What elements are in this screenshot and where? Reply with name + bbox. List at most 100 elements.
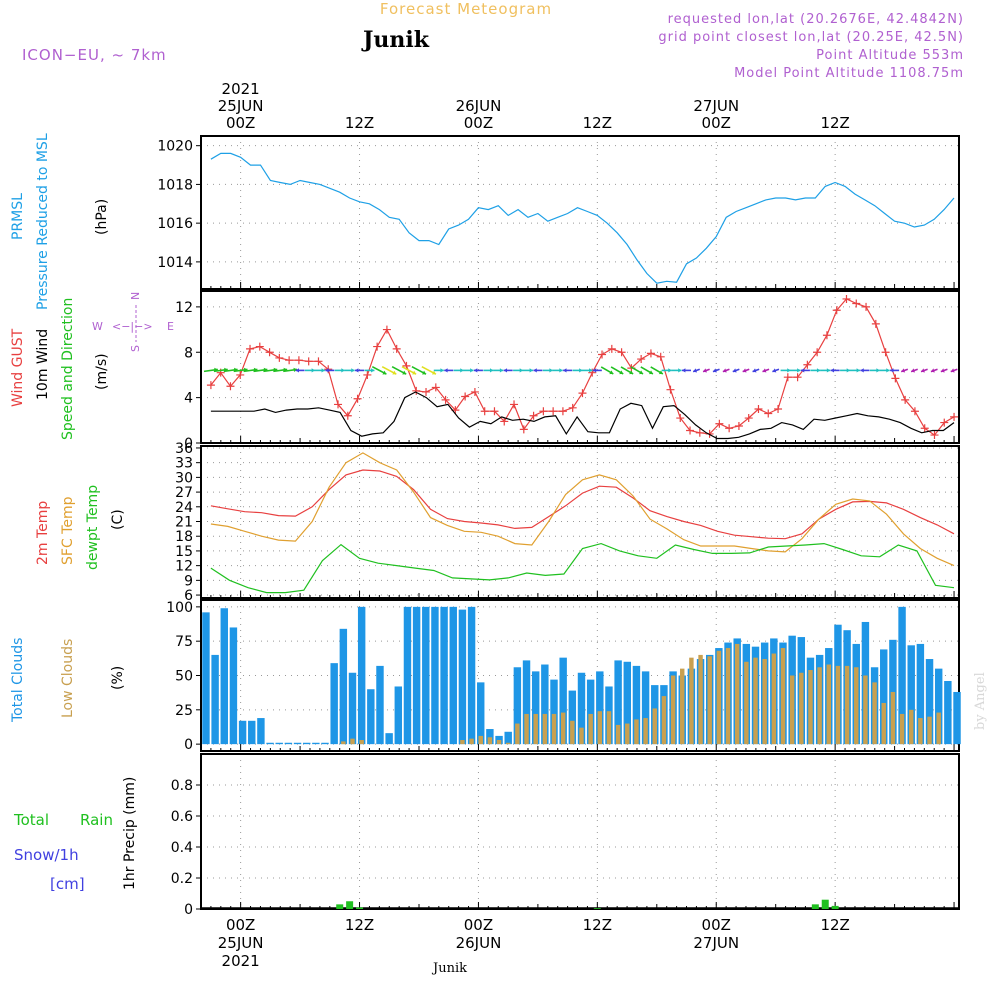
wind-direction-arrow: [522, 368, 533, 373]
wind-direction-arrow: [800, 368, 810, 373]
wind-arrow-head: [816, 368, 821, 373]
pressure-ytick-label: 1018: [157, 177, 193, 193]
low-clouds-bar: [780, 648, 786, 745]
gust-marker: [510, 400, 519, 409]
bottom-time-label: 12Z: [820, 916, 849, 934]
low-clouds-bar: [707, 656, 712, 745]
gust-marker: [519, 425, 528, 434]
wind-frame: [200, 290, 960, 444]
gust-marker: [304, 357, 313, 366]
bottom-time-label: 00Z: [702, 916, 731, 934]
model-label: ICON−EU, ~ 7km: [22, 46, 167, 64]
wind-direction-arrow: [910, 368, 918, 373]
total-clouds-bar: [522, 660, 531, 745]
top-time-label: 27JUN: [693, 97, 739, 115]
low-clouds-bar: [496, 740, 502, 745]
wind-arrow-head: [579, 368, 583, 373]
gust-marker: [607, 344, 616, 353]
wind-arrow-head: [431, 370, 436, 375]
gust-marker: [725, 424, 734, 433]
temp-ytick-label: 30: [175, 470, 193, 486]
top-time-label: 12Z: [345, 114, 374, 132]
c-unit: (C): [110, 509, 126, 530]
total-clouds-bar: [934, 668, 943, 745]
wind-arrow-head: [341, 368, 345, 373]
gust-line: [210, 298, 955, 436]
wind-arrow-head: [499, 368, 504, 373]
requested-coords: requested lon,lat (20.2676E, 42.4842N): [668, 12, 964, 27]
gust-marker: [637, 355, 646, 364]
temp-ytick-label: 6: [184, 588, 193, 604]
wind-direction-arrow: [840, 368, 851, 373]
total-clouds-bar: [550, 679, 558, 745]
low-clouds-bar: [863, 675, 868, 745]
clouds-frame: [200, 599, 960, 752]
wind-direction-arrow: [790, 368, 801, 373]
wind-direction-arrow: [513, 368, 524, 373]
gust-marker: [695, 428, 704, 437]
gust-marker: [285, 356, 294, 365]
total-clouds-bar: [531, 671, 540, 745]
wind-direction-arrow: [950, 368, 958, 373]
total-clouds-bar: [357, 606, 366, 745]
bottom-time-label: 2021: [222, 952, 260, 970]
cm-unit: [cm]: [50, 875, 85, 893]
gust-marker: [744, 414, 753, 423]
footer-location: Junik: [431, 961, 467, 976]
temp-legend: 2m Temp SFC Temp dewpt Temp (C): [35, 485, 126, 570]
wind-arrow-head: [589, 368, 593, 373]
top-time-label: 26JUN: [456, 97, 502, 115]
wind-direction-arrow: [860, 368, 870, 373]
low-clouds-bar: [625, 723, 630, 745]
t2m-line: [210, 469, 955, 540]
temp-ytick-label: 27: [175, 485, 193, 501]
wind-direction-arrow: [752, 368, 760, 373]
gust-marker: [461, 392, 470, 401]
wind-direction-arrow: [444, 368, 454, 373]
snow-label: Snow/1h: [14, 846, 79, 864]
low-clouds-bar: [606, 711, 612, 745]
total-clouds-bar: [568, 690, 577, 745]
compass-e: E: [167, 320, 174, 333]
low-clouds-bar: [652, 708, 657, 745]
low-clouds-bar: [359, 740, 364, 745]
wind-arrow-head: [678, 368, 682, 373]
bottom-time-label: 00Z: [226, 916, 255, 934]
gust-marker: [852, 299, 861, 308]
total-clouds-bar: [925, 659, 934, 745]
wind-arrow-head: [860, 368, 864, 373]
top-time-label: 2021: [222, 80, 260, 98]
total-clouds-bar: [880, 649, 888, 745]
wind-direction-arrow: [355, 368, 365, 373]
wind-direction-arrow: [314, 368, 325, 373]
gust-marker: [862, 302, 871, 311]
wind-direction-arrow: [592, 368, 602, 373]
low-clouds-bar: [835, 665, 841, 745]
wind-direction-arrow: [401, 365, 417, 375]
wind-direction-arrow: [421, 365, 437, 375]
wind-direction-arrow: [325, 368, 335, 373]
low-clouds-bar: [505, 742, 511, 745]
top-time-label: 00Z: [464, 114, 493, 132]
total-clouds-bar: [394, 686, 403, 745]
gust-marker: [617, 348, 626, 357]
total-clouds-bar: [944, 680, 952, 745]
bottom-time-label: 12Z: [583, 916, 612, 934]
wind-direction-arrow: [563, 368, 573, 373]
low-clouds-bar: [341, 741, 346, 745]
wind-arrow-head: [392, 370, 397, 375]
wind-arrow-head: [648, 370, 653, 375]
gust-marker: [246, 344, 255, 353]
wind-arrow-head: [371, 368, 375, 373]
gust-marker: [813, 348, 822, 357]
total-clouds-bar: [477, 682, 485, 745]
gust-marker: [871, 319, 880, 328]
wind-direction-arrow: [900, 368, 909, 373]
low-clouds-bar: [817, 667, 822, 745]
low-clouds-bar: [854, 667, 859, 745]
temp-ytick-label: 21: [175, 515, 193, 531]
low-clouds-bar: [744, 661, 749, 745]
low-clouds-bar: [716, 650, 722, 745]
total-clouds-bar: [339, 628, 348, 745]
